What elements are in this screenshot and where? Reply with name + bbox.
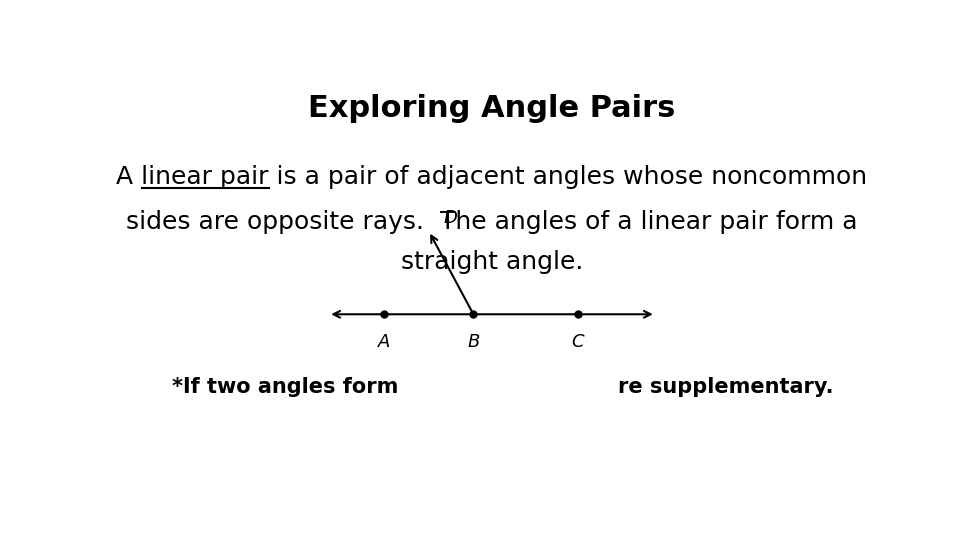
Text: sides are opposite rays.  The angles of a linear pair form a: sides are opposite rays. The angles of a… (127, 210, 857, 234)
Text: *If two angles form: *If two angles form (172, 377, 398, 397)
Text: A linear pair is a pair of adjacent angles whose noncommon: A linear pair is a pair of adjacent angl… (116, 165, 868, 188)
Text: A: A (378, 333, 391, 351)
Text: D: D (444, 209, 458, 227)
Text: B: B (468, 333, 480, 351)
Text: Exploring Angle Pairs: Exploring Angle Pairs (308, 94, 676, 123)
Text: straight angle.: straight angle. (401, 250, 583, 274)
Text: re supplementary.: re supplementary. (618, 377, 834, 397)
Point (376, 310, 392, 319)
Point (570, 310, 586, 319)
Text: C: C (571, 333, 584, 351)
Point (466, 310, 481, 319)
